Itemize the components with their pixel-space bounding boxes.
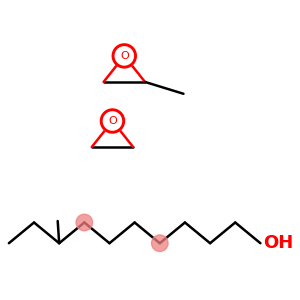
Circle shape (76, 214, 93, 231)
Circle shape (152, 235, 168, 251)
Text: OH: OH (263, 234, 294, 252)
Circle shape (112, 44, 136, 68)
Circle shape (100, 109, 124, 133)
Text: O: O (120, 51, 129, 61)
Text: O: O (108, 116, 117, 126)
